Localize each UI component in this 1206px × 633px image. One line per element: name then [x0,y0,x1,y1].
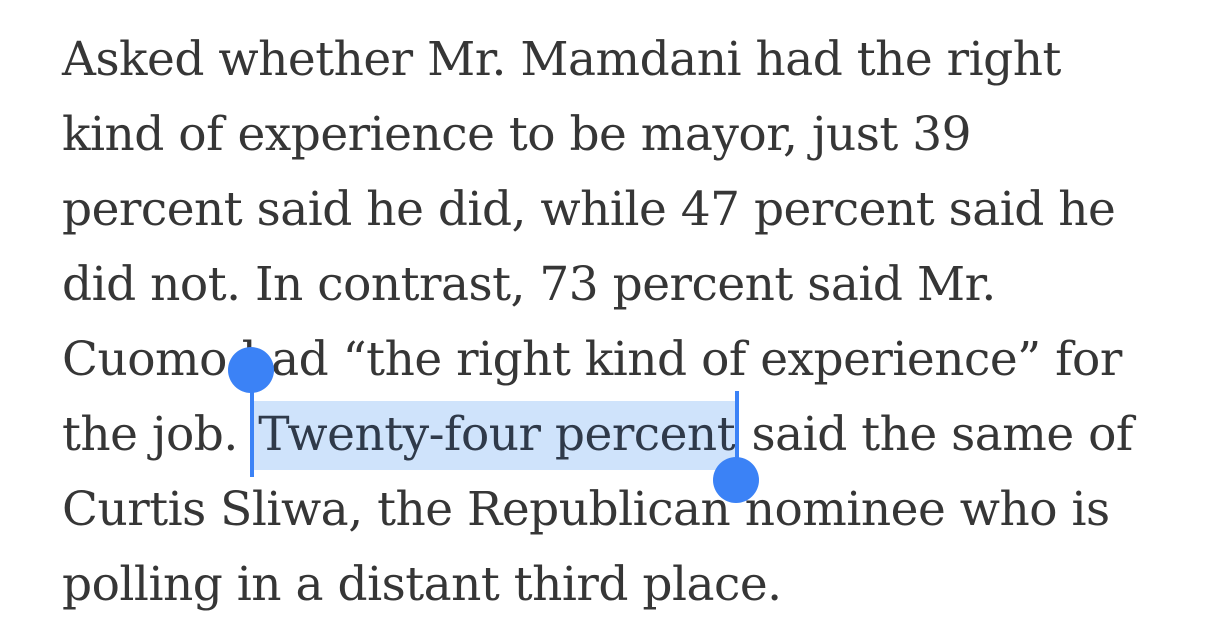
selection-end-stem [735,391,740,477]
selection-start-knob[interactable] [228,347,275,393]
selected-text: Twenty-four percent [258,407,736,462]
text-line: did not. In contrast, 73 percent said Mr… [62,257,996,312]
text-line: kind of experience to be mayor, just 39 [62,107,972,162]
article-paragraph: Asked whether Mr. Mamdani had the right … [62,22,1192,622]
text-line: polling in a distant third place. [62,557,782,612]
text-selection[interactable]: Twenty-four percent [228,347,760,503]
text-before-selection: the job. [62,407,253,462]
text-line-with-selection: the job. Twenty-four percent said the sa… [62,347,1192,503]
text-after-selection: said the same of [737,407,1134,462]
text-line: Curtis Sliwa, the Republican nominee who… [62,482,1110,537]
text-line: Asked whether Mr. Mamdani had the right [62,32,1061,87]
selection-end-knob[interactable] [713,457,760,503]
selection-start-stem [250,391,255,477]
text-line: percent said he did, while 47 percent sa… [62,182,1116,237]
